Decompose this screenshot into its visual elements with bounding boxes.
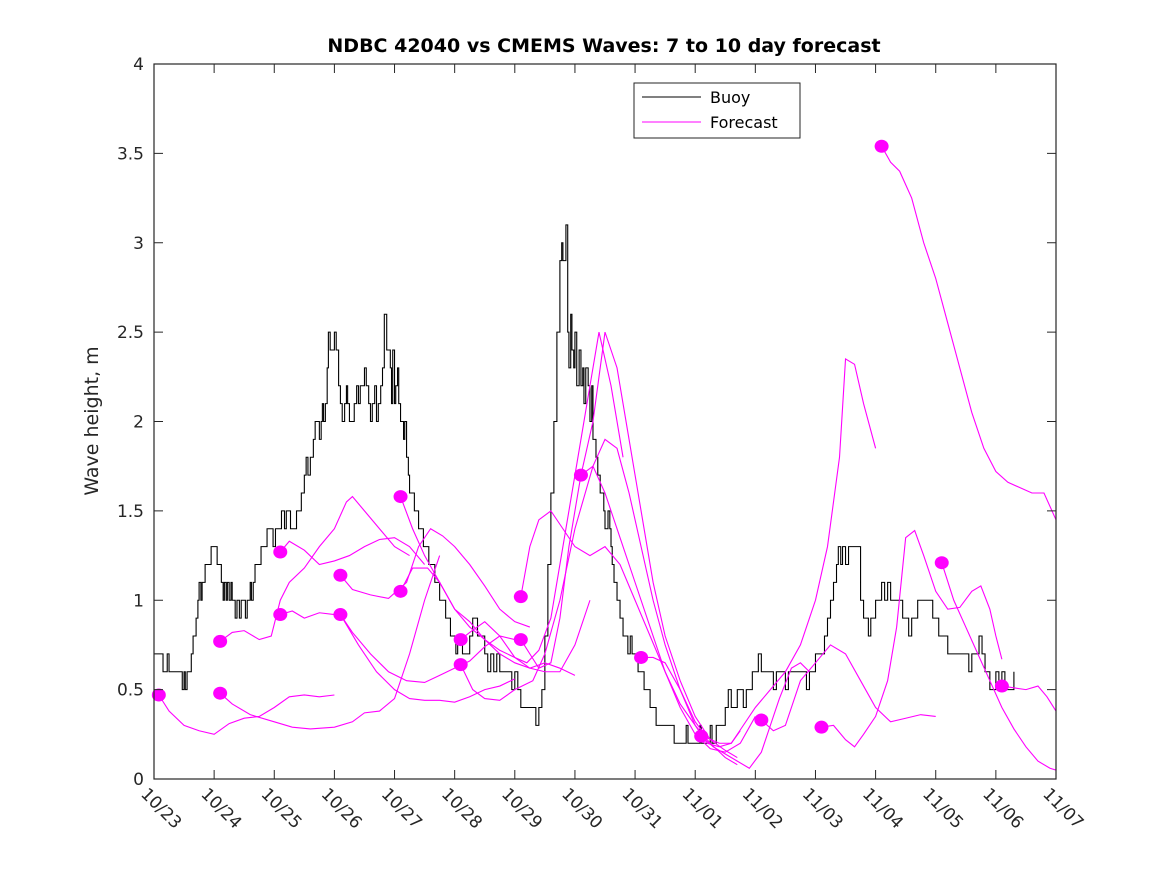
forecast-line [1001, 685, 1056, 712]
y-tick-label: 3.5 [117, 144, 144, 164]
forecast-start-marker [273, 608, 288, 622]
forecast-line [941, 562, 1056, 771]
forecast-line [520, 331, 738, 759]
forecast-start-marker [573, 468, 588, 482]
forecast-start-marker [213, 634, 228, 648]
forecast-line [580, 465, 741, 748]
y-tick-label: 3 [133, 234, 144, 254]
y-tick-label: 1 [133, 591, 144, 611]
marker-layer [151, 139, 1009, 743]
forecast-start-marker [694, 729, 709, 743]
forecast-line [279, 537, 426, 566]
forecast-start-marker [213, 686, 228, 700]
chart-title: NDBC 42040 vs CMEMS Waves: 7 to 10 day f… [327, 35, 880, 57]
y-axis-label: Wave height, m [81, 346, 103, 495]
forecast-line [700, 662, 810, 770]
forecast-start-marker [634, 650, 649, 664]
forecast-line [460, 600, 591, 673]
forecast-line [760, 644, 936, 732]
forecast-line [339, 614, 515, 684]
forecast-line [339, 528, 531, 628]
forecast-start-marker [934, 556, 949, 570]
y-tick-label: 1.5 [117, 502, 144, 522]
forecast-start-marker [273, 545, 288, 559]
forecast-line [280, 610, 335, 619]
y-tick-label: 2 [133, 413, 144, 433]
legend-label-forecast: Forecast [710, 113, 778, 132]
forecast-line [400, 332, 624, 664]
y-tick-label: 0 [133, 770, 144, 790]
forecast-line [881, 145, 1056, 521]
forecast-start-marker [333, 608, 348, 622]
forecast-start-marker [874, 139, 889, 153]
forecast-start-marker [393, 584, 408, 598]
forecast-line [641, 358, 877, 744]
forecast-line [158, 694, 335, 735]
forecast-line [339, 614, 516, 703]
legend-label-buoy: Buoy [710, 88, 750, 107]
forecast-start-marker [453, 633, 468, 647]
forecast-line [520, 510, 756, 753]
y-tick-label: 4 [133, 55, 144, 75]
forecast-start-marker [393, 490, 408, 504]
forecast-start-marker [151, 688, 166, 702]
forecast-start-marker [513, 633, 528, 647]
y-tick-label: 0.5 [117, 681, 144, 701]
forecast-line [219, 555, 441, 730]
forecast-line [400, 567, 576, 676]
series-layer [154, 145, 1056, 771]
plot-area [154, 64, 1056, 779]
forecast-start-marker [754, 713, 769, 727]
forecast-line [460, 438, 738, 766]
forecast-start-marker [513, 590, 528, 604]
y-tick-label: 2.5 [117, 323, 144, 343]
legend-box [633, 82, 801, 139]
forecast-start-marker [333, 568, 348, 582]
forecast-line [821, 529, 1003, 748]
legend: Buoy Forecast [633, 82, 801, 139]
forecast-start-marker [814, 720, 829, 734]
buoy-line [154, 224, 1015, 744]
forecast-start-marker [453, 658, 468, 672]
forecast-start-marker [994, 679, 1009, 693]
y-axis: 0 0.5 1 1.5 2 2.5 3 3.5 4 [117, 55, 1056, 790]
